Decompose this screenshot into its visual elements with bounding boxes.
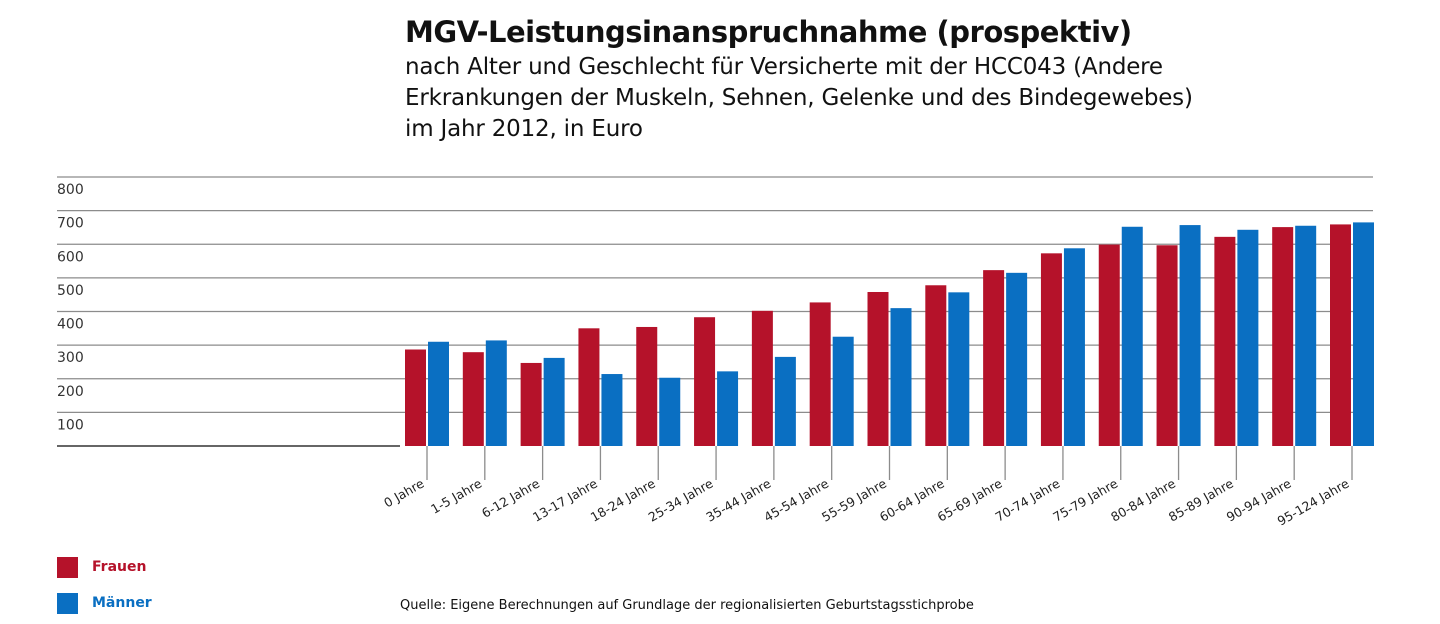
chart-title: MGV-Leistungsinanspruchnahme (prospektiv…	[405, 15, 1132, 49]
bar-frauen-2	[520, 362, 542, 446]
bar-maenner-3	[601, 374, 623, 446]
legend-label-maenner: Männer	[92, 595, 152, 611]
y-tick-label-700: 700	[57, 216, 84, 232]
x-tick-label-9: 60-64 Jahre	[877, 475, 947, 524]
x-tick-label-14: 85-89 Jahre	[1166, 475, 1236, 524]
bar-maenner-16	[1353, 222, 1374, 446]
y-tick-label-300: 300	[57, 350, 84, 366]
chart-subtitle-line-3: im Jahr 2012, in Euro	[405, 116, 643, 142]
bar-maenner-4	[659, 377, 681, 446]
bar-frauen-1	[462, 352, 484, 446]
legend-label-frauen: Frauen	[92, 559, 147, 575]
x-tick-label-4: 18-24 Jahre	[588, 475, 658, 524]
bar-frauen-7	[809, 302, 831, 446]
bar-maenner-15	[1295, 225, 1317, 446]
bar-maenner-11	[1063, 248, 1085, 446]
chart-subtitle-line-2: Erkrankungen der Muskeln, Sehnen, Gelenk…	[405, 85, 1193, 111]
x-tick-label-3: 13-17 Jahre	[530, 475, 600, 524]
x-tick-label-10: 65-69 Jahre	[935, 475, 1005, 524]
bar-frauen-10	[983, 270, 1005, 446]
x-tick-label-6: 35-44 Jahre	[703, 475, 773, 524]
bar-frauen-5	[694, 317, 716, 446]
bar-maenner-9	[948, 292, 970, 446]
bar-frauen-3	[578, 328, 600, 446]
x-tick-label-12: 75-79 Jahre	[1050, 475, 1120, 524]
bar-frauen-4	[636, 326, 658, 446]
bar-maenner-5	[717, 371, 739, 446]
bar-maenner-10	[1006, 272, 1028, 446]
bar-frauen-0	[405, 349, 426, 446]
bar-frauen-11	[1040, 253, 1062, 446]
bar-maenner-12	[1121, 226, 1143, 446]
bar-maenner-14	[1237, 229, 1259, 446]
x-tick-label-13: 80-84 Jahre	[1108, 475, 1178, 524]
bar-frauen-16	[1330, 224, 1351, 446]
bar-maenner-2	[543, 357, 565, 446]
bar-frauen-15	[1272, 227, 1294, 446]
x-tick-label-7: 45-54 Jahre	[761, 475, 831, 524]
y-tick-label-100: 100	[57, 417, 84, 433]
bar-frauen-13	[1156, 245, 1178, 446]
bar-maenner-1	[485, 340, 507, 446]
chart-subtitle-line-1: nach Alter und Geschlecht für Versichert…	[405, 54, 1163, 80]
source-note: Quelle: Eigene Berechnungen auf Grundlag…	[400, 598, 974, 613]
legend-swatch-maenner	[57, 593, 78, 614]
bar-frauen-14	[1214, 236, 1236, 446]
x-tick-label-11: 70-74 Jahre	[992, 475, 1062, 524]
bar-frauen-8	[867, 291, 889, 446]
x-tick-label-1: 1-5 Jahre	[428, 475, 484, 516]
legend-swatch-frauen	[57, 557, 78, 578]
bar-frauen-6	[751, 310, 773, 446]
bar-maenner-6	[774, 356, 796, 446]
bar-maenner-7	[832, 336, 854, 446]
bar-maenner-0	[428, 341, 449, 446]
bar-frauen-12	[1098, 244, 1120, 446]
x-tick-label-0: 0 Jahre	[381, 475, 427, 510]
bar-frauen-9	[925, 285, 947, 446]
y-tick-label-500: 500	[57, 283, 84, 299]
bar-maenner-13	[1179, 225, 1201, 446]
bar-maenner-8	[890, 308, 912, 446]
y-tick-label-400: 400	[57, 317, 84, 333]
x-tick-label-8: 55-59 Jahre	[819, 475, 889, 524]
y-tick-label-800: 800	[57, 182, 84, 198]
chart-header: MGV-Leistungsinanspruchnahme (prospektiv…	[405, 12, 1405, 145]
y-tick-label-200: 200	[57, 384, 84, 400]
x-tick-label-5: 25-34 Jahre	[646, 475, 716, 524]
y-tick-label-600: 600	[57, 249, 84, 265]
